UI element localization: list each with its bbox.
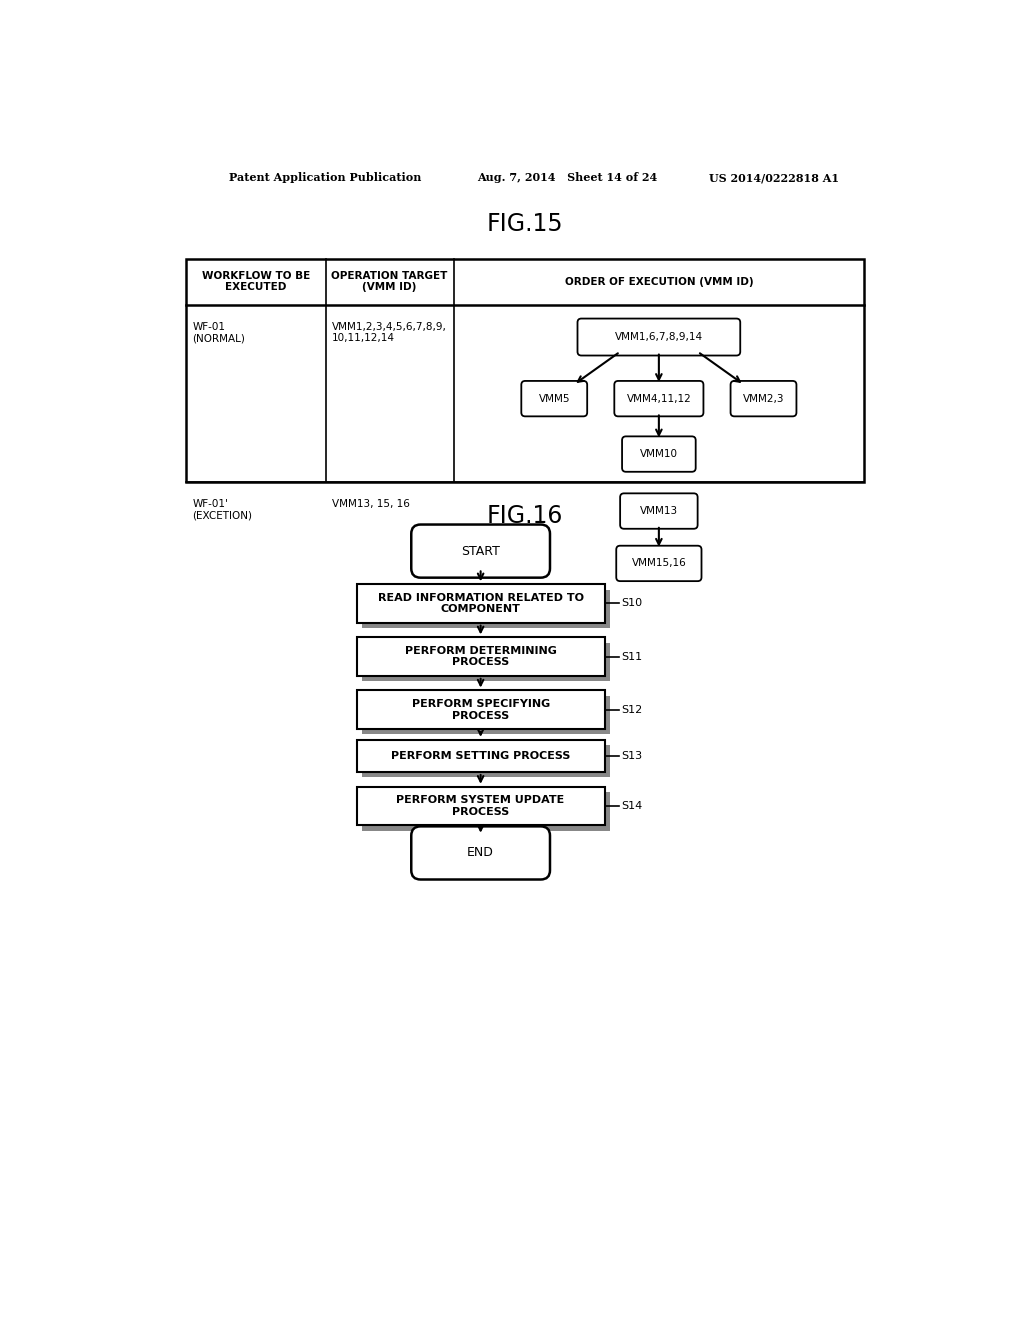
Bar <box>356 787 604 825</box>
Text: VMM2,3: VMM2,3 <box>742 393 784 404</box>
Text: S13: S13 <box>622 751 643 760</box>
Bar <box>362 792 610 830</box>
FancyBboxPatch shape <box>621 494 697 529</box>
Bar <box>356 638 604 676</box>
Text: VMM13: VMM13 <box>640 506 678 516</box>
FancyBboxPatch shape <box>412 524 550 578</box>
FancyBboxPatch shape <box>521 381 587 416</box>
Text: WF-01
(NORMAL): WF-01 (NORMAL) <box>193 322 245 343</box>
Text: S14: S14 <box>622 801 643 810</box>
Text: PERFORM DETERMINING
PROCESS: PERFORM DETERMINING PROCESS <box>404 645 557 668</box>
Bar <box>362 643 610 681</box>
FancyBboxPatch shape <box>412 826 550 879</box>
FancyBboxPatch shape <box>622 437 695 471</box>
Bar <box>362 696 610 734</box>
Text: FIG.15: FIG.15 <box>486 211 563 236</box>
Text: VMM13, 15, 16: VMM13, 15, 16 <box>332 499 410 508</box>
Text: WF-01'
(EXCETION): WF-01' (EXCETION) <box>193 499 252 520</box>
Text: VMM5: VMM5 <box>539 393 570 404</box>
Text: S10: S10 <box>622 598 643 609</box>
Text: START: START <box>461 545 500 557</box>
Text: VMM1,6,7,8,9,14: VMM1,6,7,8,9,14 <box>614 333 702 342</box>
Text: S11: S11 <box>622 652 643 661</box>
Text: PERFORM SYSTEM UPDATE
PROCESS: PERFORM SYSTEM UPDATE PROCESS <box>396 795 565 817</box>
Bar <box>362 590 610 628</box>
Text: Patent Application Publication: Patent Application Publication <box>228 172 421 183</box>
Text: S12: S12 <box>622 705 643 714</box>
FancyBboxPatch shape <box>616 545 701 581</box>
Bar <box>356 739 604 772</box>
Text: PERFORM SPECIFYING
PROCESS: PERFORM SPECIFYING PROCESS <box>412 698 550 721</box>
FancyBboxPatch shape <box>614 381 703 416</box>
Text: READ INFORMATION RELATED TO
COMPONENT: READ INFORMATION RELATED TO COMPONENT <box>378 593 584 614</box>
Text: US 2014/0222818 A1: US 2014/0222818 A1 <box>710 172 840 183</box>
FancyBboxPatch shape <box>730 381 797 416</box>
Text: WORKFLOW TO BE
EXECUTED: WORKFLOW TO BE EXECUTED <box>202 271 310 293</box>
Text: FIG.16: FIG.16 <box>486 504 563 528</box>
Text: VMM1,2,3,4,5,6,7,8,9,
10,11,12,14: VMM1,2,3,4,5,6,7,8,9, 10,11,12,14 <box>332 322 446 343</box>
Text: VMM10: VMM10 <box>640 449 678 459</box>
Bar <box>186 259 864 482</box>
Bar <box>356 690 604 729</box>
Text: VMM4,11,12: VMM4,11,12 <box>627 393 691 404</box>
Text: VMM15,16: VMM15,16 <box>632 558 686 569</box>
FancyBboxPatch shape <box>578 318 740 355</box>
Text: PERFORM SETTING PROCESS: PERFORM SETTING PROCESS <box>391 751 570 760</box>
Bar <box>362 744 610 777</box>
Text: ORDER OF EXECUTION (VMM ID): ORDER OF EXECUTION (VMM ID) <box>564 277 754 286</box>
Bar <box>356 585 604 623</box>
Text: END: END <box>467 846 494 859</box>
Text: OPERATION TARGET
(VMM ID): OPERATION TARGET (VMM ID) <box>332 271 447 293</box>
Text: Aug. 7, 2014   Sheet 14 of 24: Aug. 7, 2014 Sheet 14 of 24 <box>477 172 657 183</box>
